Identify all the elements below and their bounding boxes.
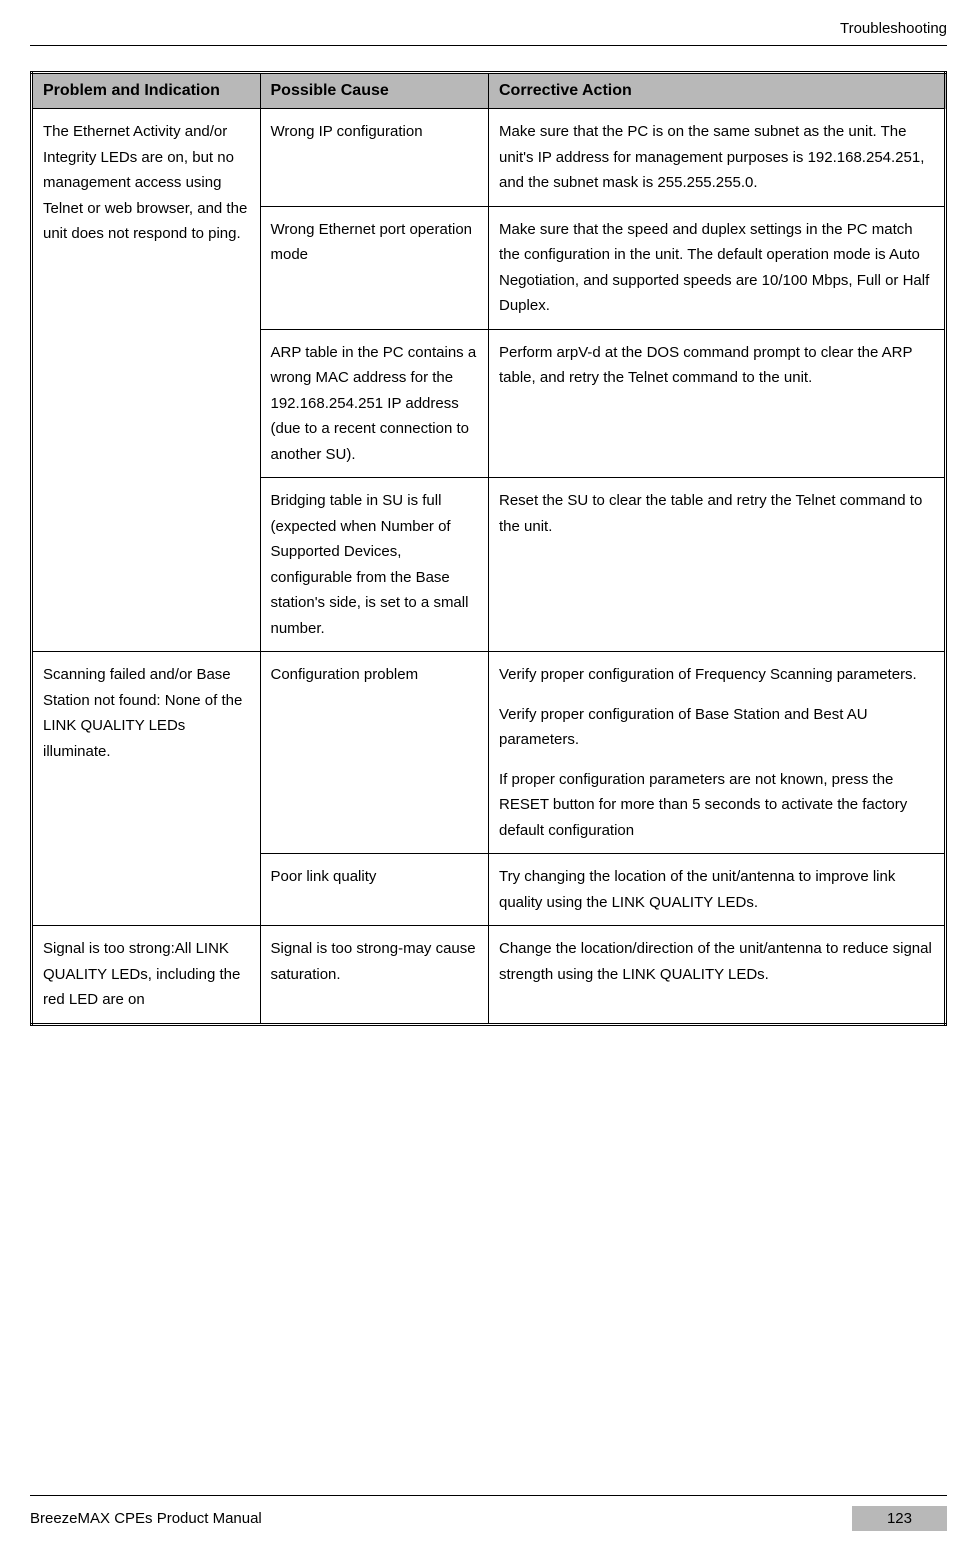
table-header-cause: Possible Cause — [260, 73, 489, 109]
table-body: The Ethernet Activity and/or Integrity L… — [32, 109, 946, 1025]
cell-cause: ARP table in the PC contains a wrong MAC… — [260, 329, 489, 478]
cell-action: Reset the SU to clear the table and retr… — [489, 478, 946, 652]
cell-problem: Scanning failed and/or Base Station not … — [32, 652, 261, 926]
cell-cause: Poor link quality — [260, 854, 489, 926]
cell-action: Try changing the location of the unit/an… — [489, 854, 946, 926]
table-row: Scanning failed and/or Base Station not … — [32, 652, 946, 854]
table-row: Signal is too strong:All LINK QUALITY LE… — [32, 926, 946, 1025]
cell-action: Perform arpV-d at the DOS command prompt… — [489, 329, 946, 478]
cell-problem: The Ethernet Activity and/or Integrity L… — [32, 109, 261, 652]
footer-manual-name: BreezeMAX CPEs Product Manual — [30, 1510, 262, 1527]
cell-action: Verify proper configuration of Frequency… — [489, 652, 946, 854]
cell-cause: Wrong Ethernet port operation mode — [260, 206, 489, 329]
header-rule — [30, 45, 947, 46]
footer-rule — [30, 1495, 947, 1496]
action-paragraph: If proper configuration parameters are n… — [499, 767, 934, 844]
action-paragraph: Verify proper configuration of Base Stat… — [499, 702, 934, 753]
cell-action: Change the location/direction of the uni… — [489, 926, 946, 1025]
table-header-problem: Problem and Indication — [32, 73, 261, 109]
cell-action: Make sure that the speed and duplex sett… — [489, 206, 946, 329]
action-paragraph: Verify proper configuration of Frequency… — [499, 662, 934, 688]
table-row: The Ethernet Activity and/or Integrity L… — [32, 109, 946, 207]
cell-cause: Bridging table in SU is full (expected w… — [260, 478, 489, 652]
troubleshooting-table: Problem and Indication Possible Cause Co… — [30, 71, 947, 1026]
cell-cause: Configuration problem — [260, 652, 489, 854]
cell-action: Make sure that the PC is on the same sub… — [489, 109, 946, 207]
table-header-action: Corrective Action — [489, 73, 946, 109]
cell-cause: Wrong IP configuration — [260, 109, 489, 207]
footer: BreezeMAX CPEs Product Manual 123 — [0, 1495, 977, 1531]
cell-cause: Signal is too strong-may cause saturatio… — [260, 926, 489, 1025]
footer-page-number: 123 — [852, 1506, 947, 1531]
header-title: Troubleshooting — [30, 20, 947, 37]
cell-problem: Signal is too strong:All LINK QUALITY LE… — [32, 926, 261, 1025]
